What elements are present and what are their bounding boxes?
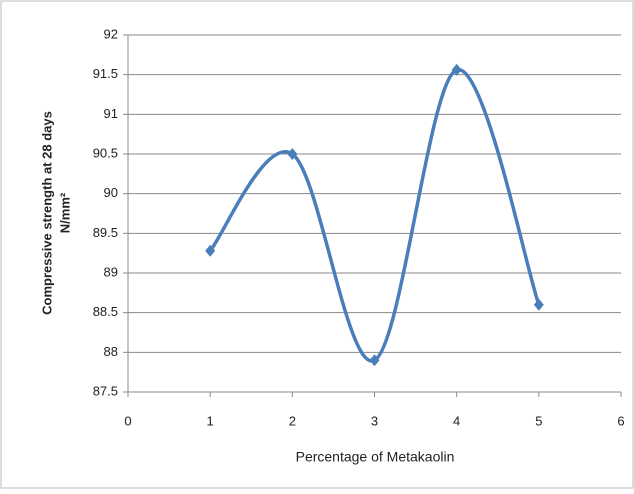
point xyxy=(205,244,216,257)
point xyxy=(533,298,544,311)
y-axis-title: Compressive strength at 28 days N/mm² xyxy=(39,111,72,315)
y-tick-label: 88.5 xyxy=(93,304,118,319)
point xyxy=(369,354,380,367)
x-tick-label: 3 xyxy=(371,413,378,428)
point xyxy=(287,148,298,160)
x-tick-label: 6 xyxy=(617,413,624,428)
series-line xyxy=(208,68,541,363)
y-tick-label: 91 xyxy=(104,106,118,121)
y-tick-label: 87.5 xyxy=(93,383,118,398)
y-tick-label: 88 xyxy=(104,344,118,359)
x-tick-label: 0 xyxy=(124,413,131,428)
x-tick-label: 1 xyxy=(207,413,214,428)
y-tick-label: 92 xyxy=(104,26,118,41)
y-tick-label: 89.5 xyxy=(93,225,118,240)
y-tick-label: 89 xyxy=(104,264,118,279)
x-tick-label: 5 xyxy=(535,413,542,428)
y-axis-title-line: N/mm² xyxy=(57,192,72,233)
x-tick-label: 4 xyxy=(453,413,460,428)
y-tick-label: 91.5 xyxy=(93,66,118,81)
y-axis-title-line: Compressive strength at 28 days xyxy=(39,111,54,315)
x-axis-title: Percentage of Metakaolin xyxy=(296,449,455,465)
point xyxy=(451,63,462,76)
y-tick-label: 90.5 xyxy=(93,145,118,160)
x-tick-label: 2 xyxy=(289,413,296,428)
y-tick-label: 90 xyxy=(104,185,118,200)
